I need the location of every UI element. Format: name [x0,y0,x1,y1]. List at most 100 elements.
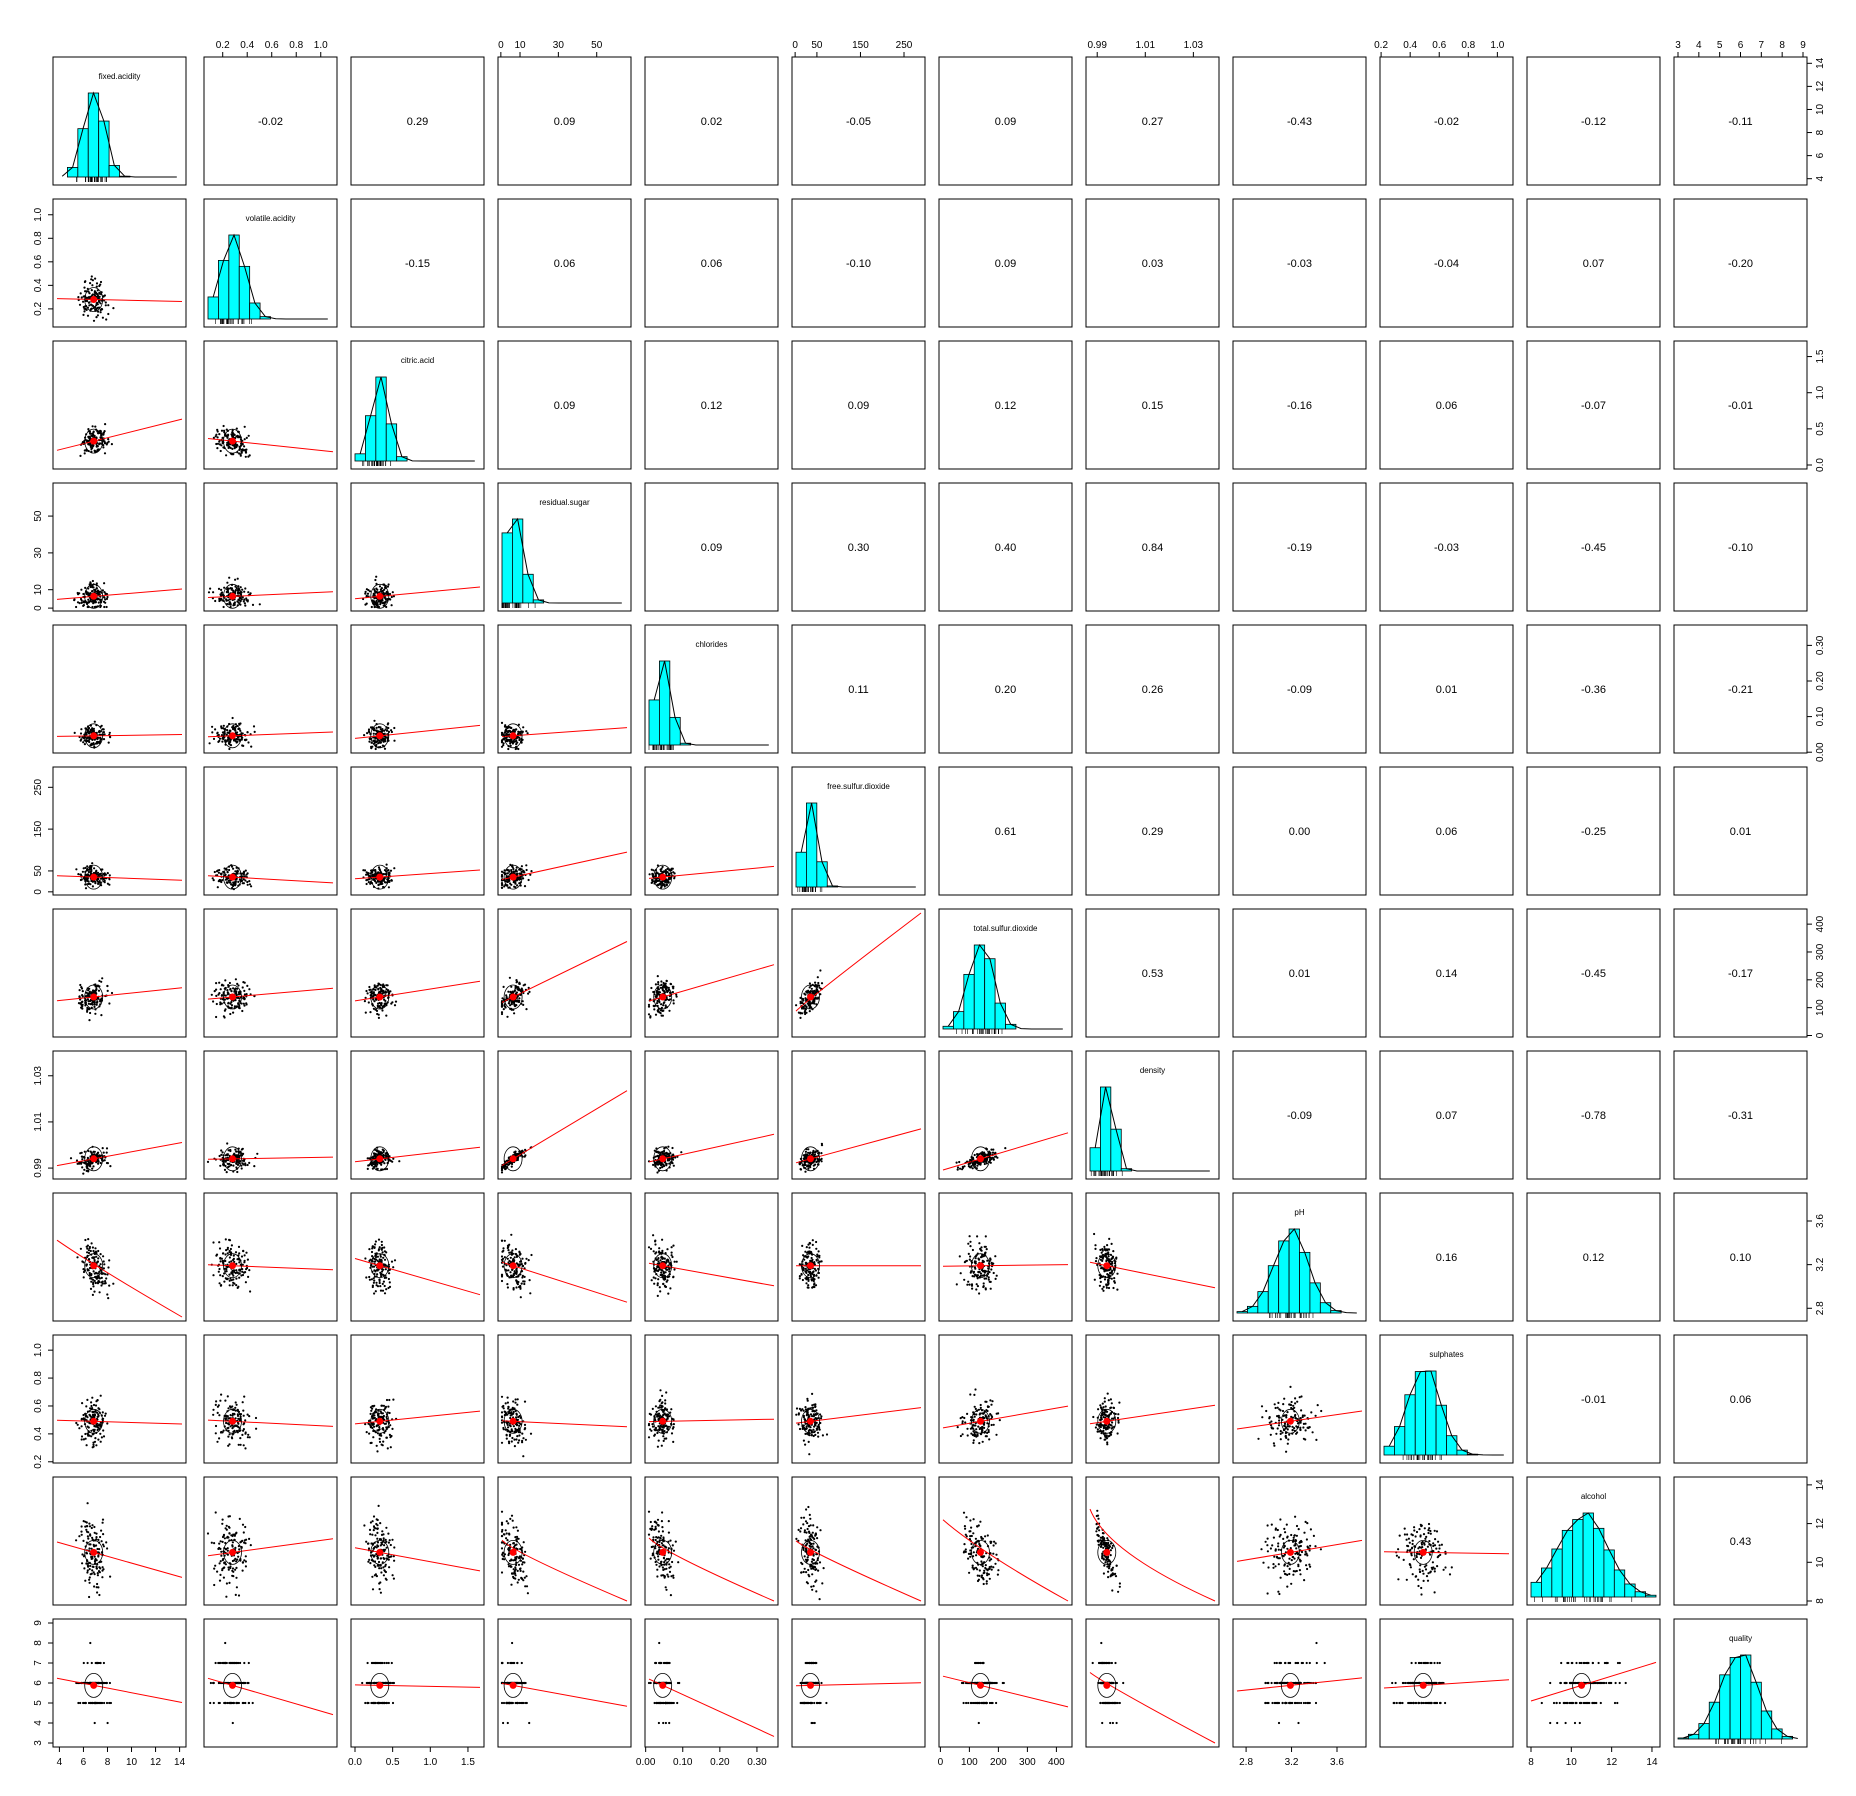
scatter-point [368,1278,371,1281]
scatter-point [248,1161,251,1164]
scatter-point [511,742,514,745]
scatter-point [377,1238,381,1241]
scatter-point [216,886,219,889]
scatter-point [246,1258,249,1261]
scatter-point [956,1168,959,1171]
scatter-point [228,1162,231,1165]
correlation-label-volatile.acidity-free.sulfur.dioxide: -0.10 [846,258,871,270]
correlation-label-chlorides-alcohol: -0.36 [1581,684,1606,696]
scatter-point [239,722,242,725]
scatter-point [507,1002,510,1005]
histogram-bar [522,573,534,604]
scatter-point [90,1274,93,1277]
scatter-point [243,590,246,593]
scatter-point [657,991,660,995]
scatter-point [377,866,381,869]
panel-frame-residual.sugar-total.sulfur.dioxide [938,482,1073,612]
scatter-point [91,605,94,609]
scatter-point [236,591,240,594]
scatter-point [228,747,231,751]
scatter-point [223,1168,227,1171]
correlation-label-density-alcohol: -0.78 [1581,1110,1606,1122]
scatter-point [961,1165,964,1168]
scatter-point [378,591,381,594]
loess-line [354,1258,481,1296]
loess-line [354,980,481,1002]
scatter-point [97,300,101,303]
scatter-point [234,880,237,883]
scatter-point [804,1170,807,1173]
scatter-point [235,994,238,997]
scatter-point [667,880,670,883]
scatter-point [229,1002,232,1005]
scatter-point [657,981,660,984]
scatter-point [94,882,97,885]
scatter-point [381,1246,384,1249]
scatter-point [218,1241,221,1244]
correlation-label-volatile.acidity-total.sulfur.dioxide: 0.09 [995,258,1016,270]
density-curve [212,233,328,320]
scatter-point [218,1282,221,1285]
scatter-point [981,1151,984,1154]
scatter-point [79,732,83,735]
scatter-point [82,300,85,303]
scatter-point [221,1275,224,1278]
centroid-point [90,732,98,740]
scatter-point [86,1268,89,1271]
scatter-point [390,879,393,882]
scatter-point [379,1271,382,1274]
panel-frame-citric.acid-citric.acid [350,340,485,470]
scatter-point [95,285,98,288]
centroid-point [509,1155,517,1163]
panel-frame-residual.sugar-free.sulfur.dioxide [791,482,926,612]
scatter-point [374,870,377,874]
scatter-point [94,1012,97,1015]
scatter-point [88,436,91,439]
scatter-point [108,731,111,734]
correlation-label-chlorides-density: 0.26 [1142,684,1163,696]
scatter-point [668,1009,671,1012]
scatter-point [516,1263,520,1266]
correlation-label-fixed.acidity-volatile.acidity: -0.02 [258,116,283,128]
scatter-point [215,433,218,436]
scatter-point [510,985,513,988]
scatter-point [89,282,92,285]
scatter-point [240,1255,244,1258]
scatter-point [75,605,78,609]
loess-line [56,1239,183,1318]
scatter-point [510,1165,513,1168]
scatter-point [516,1152,519,1156]
scatter-point [386,1265,389,1268]
scatter-point [375,726,378,730]
scatter-point [226,1142,229,1145]
scatter-point [656,1002,659,1005]
scatter-point [90,278,93,281]
scatter-point [500,1171,504,1174]
scatter-point [243,598,246,601]
scatter-point [96,301,99,304]
scatter-point [234,1251,238,1254]
scatter-point [226,588,229,591]
scatter-point [240,1167,243,1170]
scatter-point [502,742,505,745]
panel-frame-chlorides-fixed.acidity [52,624,187,754]
scatter-point [73,598,76,601]
scatter-point [253,730,256,734]
scatter-point [527,878,530,882]
scatter-point [508,976,511,979]
scatter-point [384,1002,387,1005]
scatter-point [246,880,249,884]
scatter-point [507,1249,510,1252]
histogram-bar [806,802,818,888]
scatter-point [375,599,378,603]
scatter-point [224,1253,227,1256]
scatter-point [221,599,224,602]
scatter-point [99,302,102,305]
loess-line [56,1142,183,1167]
scatter-point [983,1162,986,1166]
scatter-point [97,597,100,600]
scatter-point [385,736,388,739]
scatter-point [246,984,249,988]
scatter-point [364,1257,367,1260]
loess-line [795,1128,922,1164]
